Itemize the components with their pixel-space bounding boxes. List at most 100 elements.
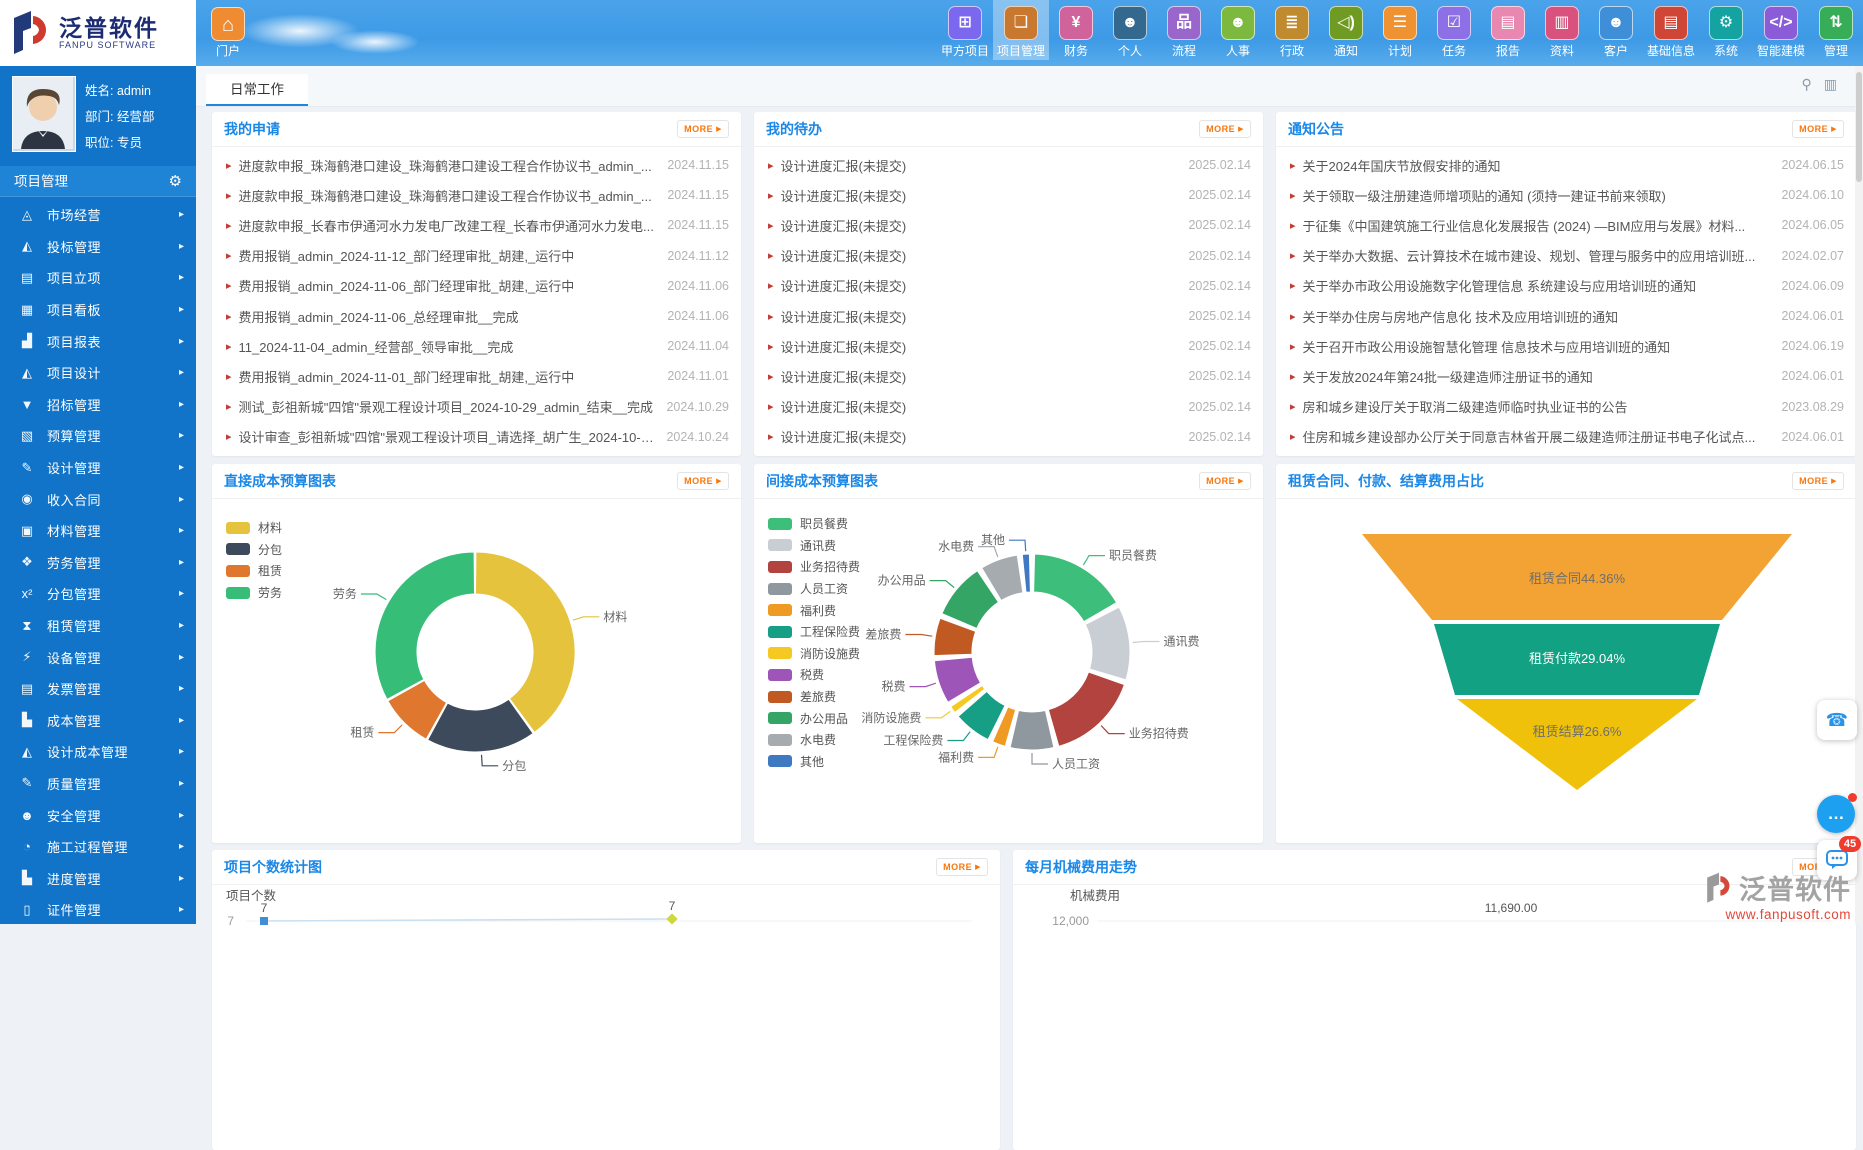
notice-list-item[interactable]: ▸ 关于2024年国庆节放假安排的通知 2024.06.15 xyxy=(1290,150,1844,180)
todo-list-item[interactable]: ▸ 设计进度汇报(未提交) 2025.02.14 xyxy=(768,361,1251,391)
sidebar-menu-item[interactable]: ⚡ 设备管理 ▸ xyxy=(0,641,196,673)
request-list-item[interactable]: ▸ 进度款申报_珠海鹤港口建设_珠海鹤港口建设工程合作协议书_admin_...… xyxy=(226,150,729,180)
legend-item[interactable]: 水电费 xyxy=(768,729,860,751)
nav-item[interactable]: ◁) 通知 xyxy=(1319,0,1373,60)
tab-daily-work[interactable]: 日常工作 xyxy=(206,74,308,106)
legend-item[interactable]: 人员工资 xyxy=(768,578,860,600)
notice-list-item[interactable]: ▸ 住房和城乡建设部办公厅关于同意吉林省开展二级建造师注册证书电子化试点... … xyxy=(1290,422,1844,452)
request-list-item[interactable]: ▸ 设计审查_彭祖新城"四馆"景观工程设计项目_请选择_胡广生_2024-10-… xyxy=(226,422,729,452)
request-list-item[interactable]: ▸ 费用报销_admin_2024-11-06_总经理审批__完成 2024.1… xyxy=(226,301,729,331)
nav-item[interactable]: </> 智能建模 xyxy=(1753,0,1809,60)
nav-item[interactable]: ▤ 基础信息 xyxy=(1643,0,1699,60)
legend-item[interactable]: 劳务 xyxy=(226,582,282,604)
sidebar-menu-item[interactable]: ◭ 项目设计 ▸ xyxy=(0,357,196,389)
notice-list-item[interactable]: ▸ 房和城乡建设厅关于取消二级建造师临时执业证书的公告 2023.08.29 xyxy=(1290,392,1844,422)
notice-list-item[interactable]: ▸ 于征集《中国建筑施工行业信息化发展报告 (2024) —BIM应用与发展》材… xyxy=(1290,210,1844,240)
sidebar-menu-item[interactable]: ▼ 招标管理 ▸ xyxy=(0,389,196,421)
sidebar-menu-item[interactable]: ◭ 投标管理 ▸ xyxy=(0,231,196,263)
scrollbar-thumb[interactable] xyxy=(1856,72,1862,182)
sidebar-menu-item[interactable]: ◬ 市场经营 ▸ xyxy=(0,199,196,231)
notice-list-item[interactable]: ▸ 关于领取一级注册建造师增项贴的通知 (须持一建证书前来领取) 2024.06… xyxy=(1290,180,1844,210)
todo-list-item[interactable]: ▸ 设计进度汇报(未提交) 2025.02.14 xyxy=(768,271,1251,301)
legend-item[interactable]: 办公用品 xyxy=(768,707,860,729)
legend-item[interactable]: 分包 xyxy=(226,539,282,561)
nav-item[interactable]: ¥ 财务 xyxy=(1049,0,1103,60)
sidebar-menu-item[interactable]: ▟ 项目报表 ▸ xyxy=(0,325,196,357)
sidebar-menu-item[interactable]: ▣ 材料管理 ▸ xyxy=(0,515,196,547)
todo-list-item[interactable]: ▸ 设计进度汇报(未提交) 2025.02.14 xyxy=(768,392,1251,422)
request-list-item[interactable]: ▸ 进度款申报_珠海鹤港口建设_珠海鹤港口建设工程合作协议书_admin_...… xyxy=(226,180,729,210)
request-list-item[interactable]: ▸ 11_2024-11-04_admin_经营部_领导审批__完成 2024.… xyxy=(226,331,729,361)
nav-item[interactable]: ❏ 项目管理 xyxy=(993,0,1049,60)
nav-item[interactable]: ≣ 行政 xyxy=(1265,0,1319,60)
notice-list-item[interactable]: ▸ 关于发放2024年第24批一级建造师注册证书的通知 2024.06.01 xyxy=(1290,361,1844,391)
nav-item[interactable]: ▤ 报告 xyxy=(1481,0,1535,60)
sidebar-menu-item[interactable]: ▦ 项目看板 ▸ xyxy=(0,294,196,326)
notice-list-item[interactable]: ▸ 关于举办市政公用设施数字化管理信息 系统建设与应用培训班的通知 2024.0… xyxy=(1290,271,1844,301)
legend-item[interactable]: 租赁 xyxy=(226,560,282,582)
sidebar-menu-item[interactable]: ☻ 安全管理 ▸ xyxy=(0,799,196,831)
request-list-item[interactable]: ▸ 进度款申报_长春市伊通河水力发电厂改建工程_长春市伊通河水力发电... 20… xyxy=(226,210,729,240)
legend-item[interactable]: 职员餐费 xyxy=(768,513,860,535)
more-button[interactable]: MORE▶ xyxy=(1199,472,1251,490)
legend-item[interactable]: 差旅费 xyxy=(768,686,860,708)
panel-toggle-icon[interactable]: ▥ xyxy=(1824,76,1837,93)
request-list-item[interactable]: ▸ 费用报销_admin_2024-11-06_部门经理审批_胡建,_运行中 2… xyxy=(226,271,729,301)
legend-item[interactable]: 消防设施费 xyxy=(768,643,860,665)
sidebar-menu-item[interactable]: x² 分包管理 ▸ xyxy=(0,578,196,610)
sidebar-menu-item[interactable]: ▧ 预算管理 ▸ xyxy=(0,420,196,452)
phone-contact-button[interactable]: ☎ xyxy=(1817,700,1857,740)
more-button[interactable]: MORE▶ xyxy=(936,858,988,876)
sidebar-menu-item[interactable]: ✎ 质量管理 ▸ xyxy=(0,768,196,800)
sidebar-menu-item[interactable]: ▯ 证件管理 ▸ xyxy=(0,894,196,926)
notice-list-item[interactable]: ▸ 关于召开市政公用设施智慧化管理 信息技术与应用培训班的通知 2024.06.… xyxy=(1290,331,1844,361)
more-button[interactable]: MORE▶ xyxy=(1792,472,1844,490)
request-list-item[interactable]: ▸ 测试_彭祖新城"四馆"景观工程设计项目_2024-10-29_admin_结… xyxy=(226,392,729,422)
nav-item[interactable]: ☰ 计划 xyxy=(1373,0,1427,60)
nav-item[interactable]: ⇅ 管理 xyxy=(1809,0,1863,60)
request-list-item[interactable]: ▸ 费用报销_admin_2024-11-01_部门经理审批_胡建,_运行中 2… xyxy=(226,361,729,391)
notice-list-item[interactable]: ▸ 关于举办住房与房地产信息化 技术及应用培训班的通知 2024.06.01 xyxy=(1290,301,1844,331)
legend-item[interactable]: 税费 xyxy=(768,664,860,686)
legend-item[interactable]: 材料 xyxy=(226,517,282,539)
more-button[interactable]: MORE▶ xyxy=(1792,120,1844,138)
key-icon[interactable]: ⚲ xyxy=(1802,76,1812,93)
todo-list-item[interactable]: ▸ 设计进度汇报(未提交) 2025.02.14 xyxy=(768,150,1251,180)
todo-list-item[interactable]: ▸ 设计进度汇报(未提交) 2025.02.14 xyxy=(768,241,1251,271)
portal-home-button[interactable]: ⌂ 门户 xyxy=(204,7,252,59)
nav-item[interactable]: ☻ 客户 xyxy=(1589,0,1643,60)
gear-icon[interactable]: ⚙ xyxy=(169,166,182,197)
more-button[interactable]: MORE▶ xyxy=(677,120,729,138)
nav-item[interactable]: ▥ 资料 xyxy=(1535,0,1589,60)
more-button[interactable]: MORE▶ xyxy=(677,472,729,490)
sidebar-menu-item[interactable]: ◭ 设计成本管理 ▸ xyxy=(0,736,196,768)
sidebar-menu-item[interactable]: ▤ 项目立项 ▸ xyxy=(0,262,196,294)
sidebar-menu-item[interactable]: ❖ 劳务管理 ▸ xyxy=(0,547,196,579)
todo-list-item[interactable]: ▸ 设计进度汇报(未提交) 2025.02.14 xyxy=(768,301,1251,331)
nav-item[interactable]: ☻ 个人 xyxy=(1103,0,1157,60)
todo-list-item[interactable]: ▸ 设计进度汇报(未提交) 2025.02.14 xyxy=(768,180,1251,210)
nav-item[interactable]: ⊞ 甲方项目 xyxy=(937,0,993,60)
sidebar-menu-item[interactable]: ◔ 施工过程管理 ▸ xyxy=(0,831,196,863)
todo-list-item[interactable]: ▸ 设计进度汇报(未提交) 2025.02.14 xyxy=(768,422,1251,452)
sidebar-menu-item[interactable]: ▤ 发票管理 ▸ xyxy=(0,673,196,705)
legend-item[interactable]: 其他 xyxy=(768,751,860,773)
sidebar-menu-item[interactable]: ⧗ 租赁管理 ▸ xyxy=(0,610,196,642)
sidebar-menu-item[interactable]: ✎ 设计管理 ▸ xyxy=(0,452,196,484)
todo-list-item[interactable]: ▸ 设计进度汇报(未提交) 2025.02.14 xyxy=(768,210,1251,240)
nav-item[interactable]: ☑ 任务 xyxy=(1427,0,1481,60)
legend-item[interactable]: 通讯费 xyxy=(768,535,860,557)
nav-item[interactable]: 品 流程 xyxy=(1157,0,1211,60)
notice-list-item[interactable]: ▸ 关于举办大数据、云计算技术在城市建设、规划、管理与服务中的应用培训班... … xyxy=(1290,241,1844,271)
nav-item[interactable]: ⚙ 系统 xyxy=(1699,0,1753,60)
legend-item[interactable]: 工程保险费 xyxy=(768,621,860,643)
todo-list-item[interactable]: ▸ 设计进度汇报(未提交) 2025.02.14 xyxy=(768,331,1251,361)
request-list-item[interactable]: ▸ 费用报销_admin_2024-11-12_部门经理审批_胡建,_运行中 2… xyxy=(226,241,729,271)
sidebar-menu-item[interactable]: ▙ 进度管理 ▸ xyxy=(0,862,196,894)
sidebar-menu-item[interactable]: ◉ 收入合同 ▸ xyxy=(0,483,196,515)
sidebar-section-header[interactable]: 项目管理 ⚙ xyxy=(0,166,196,197)
more-button[interactable]: MORE▶ xyxy=(1199,120,1251,138)
legend-item[interactable]: 福利费 xyxy=(768,599,860,621)
sidebar-menu-item[interactable]: ▙ 成本管理 ▸ xyxy=(0,705,196,737)
legend-item[interactable]: 业务招待费 xyxy=(768,556,860,578)
